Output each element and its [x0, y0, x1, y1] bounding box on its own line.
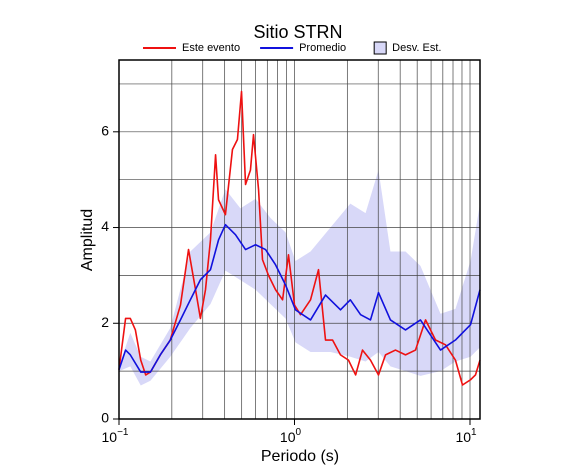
- y-tick-label: 2: [101, 314, 109, 330]
- x-tick-exponent: 0: [296, 427, 302, 438]
- x-tick-label: 101: [455, 427, 477, 445]
- legend-label: Este evento: [182, 42, 240, 54]
- x-tick-exponent: 1: [471, 427, 477, 438]
- x-tick-label: 100: [280, 427, 302, 445]
- y-tick-label: 0: [101, 410, 109, 426]
- x-tick-base: 10: [102, 429, 118, 445]
- x-tick-exponent: −1: [117, 427, 129, 438]
- x-tick-label: 10−1: [102, 427, 129, 445]
- series-line: [118, 223, 481, 373]
- legend-swatch: [373, 41, 387, 55]
- plot-frame: [118, 59, 481, 420]
- legend-label: Desv. Est.: [392, 42, 441, 54]
- legend-label: Promedio: [299, 42, 346, 54]
- x-tick-base: 10: [455, 429, 471, 445]
- x-axis-label: Periodo (s): [261, 448, 339, 465]
- std-band: [119, 170, 480, 386]
- y-tick-label: 6: [101, 123, 109, 139]
- chart-title: Sitio STRN: [253, 22, 342, 42]
- x-tick-base: 10: [280, 429, 296, 445]
- y-tick-label: 4: [101, 218, 109, 234]
- y-axis-label: Amplitud: [79, 209, 96, 271]
- series-line: [118, 90, 481, 386]
